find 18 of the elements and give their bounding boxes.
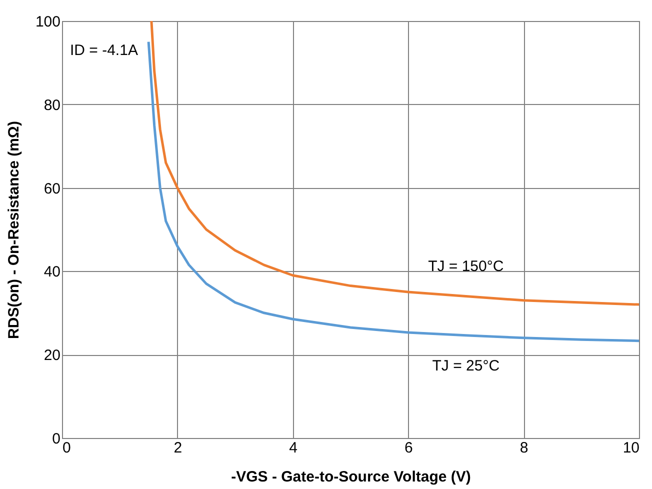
- line-series: [147, 40, 639, 342]
- x-tick-label: 4: [289, 440, 298, 456]
- x-axis-title: -VGS - Gate-to-Source Voltage (V): [231, 468, 471, 486]
- y-axis-title: RDS(on) - On-Resistance (mΩ): [5, 121, 22, 339]
- y-tick-label: 80: [44, 96, 60, 114]
- y-tick-label: 60: [44, 180, 60, 198]
- x-tick-label: 0: [62, 440, 71, 456]
- line-series: [150, 21, 639, 306]
- y-tick-label: 20: [44, 347, 60, 364]
- series-label: TJ = 25°C: [432, 357, 500, 374]
- y-tick-label: 40: [44, 264, 60, 281]
- x-tick-label: 6: [404, 440, 413, 456]
- x-tick-label: 8: [520, 440, 528, 456]
- x-tick-label: 10: [622, 440, 640, 456]
- series-label: TJ = 150°C: [428, 258, 504, 276]
- annotation: ID = -4.1A: [70, 42, 138, 59]
- y-tick-label: 100: [35, 14, 60, 30]
- x-tick-label: 2: [174, 440, 182, 456]
